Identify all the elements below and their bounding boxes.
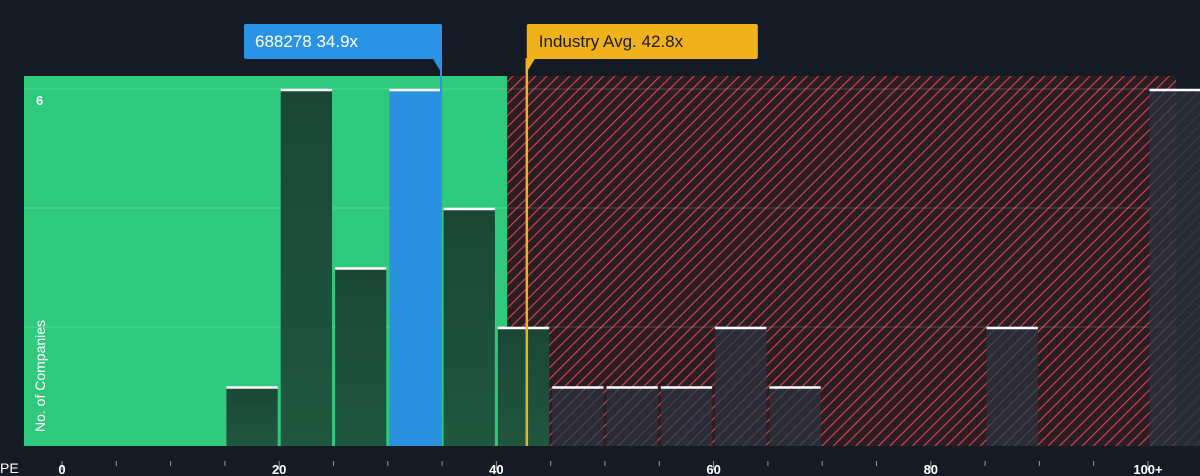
company-marker-callout [244, 24, 442, 59]
y-tick-label: 6 [36, 93, 43, 108]
company-marker-label: 688278 34.9x [255, 32, 359, 51]
x-tick-label: 100+ [1133, 462, 1163, 476]
overvalued-zone [507, 76, 1176, 446]
x-tick-label: 40 [489, 462, 503, 476]
y-axis-title: No. of Companies [32, 320, 48, 432]
histogram-bar [335, 267, 387, 446]
histogram-bar [769, 386, 821, 446]
histogram-bar [986, 327, 1038, 446]
histogram-bar [1149, 89, 1200, 446]
histogram-bar [660, 386, 713, 446]
histogram-bars [226, 88, 1200, 446]
gridlines [24, 88, 1176, 328]
company-marker-pointer [433, 59, 442, 72]
histogram-bar [389, 89, 441, 446]
x-tick-label: 60 [706, 462, 720, 476]
histogram-bar [226, 386, 278, 446]
histogram-bar [497, 327, 550, 446]
industry-marker-callout [526, 24, 758, 59]
histogram-bar [552, 386, 604, 446]
histogram-bar [280, 89, 332, 446]
x-tick-label: 20 [272, 462, 286, 476]
histogram-bar [443, 208, 495, 446]
histogram-bar [606, 386, 658, 446]
x-tick-label: 80 [924, 462, 938, 476]
industry-marker-label: Industry Avg. 42.8x [539, 32, 684, 51]
x-axis-ticks: 0 20 40 60 80 100+ [58, 461, 1163, 476]
value-markers: 688278 34.9x Industry Avg. 42.8x [244, 24, 758, 446]
histogram-bar [715, 327, 767, 446]
industry-marker-pointer [526, 59, 535, 72]
x-tick-label: 0 [58, 462, 65, 476]
x-axis-title: PE [0, 460, 19, 476]
